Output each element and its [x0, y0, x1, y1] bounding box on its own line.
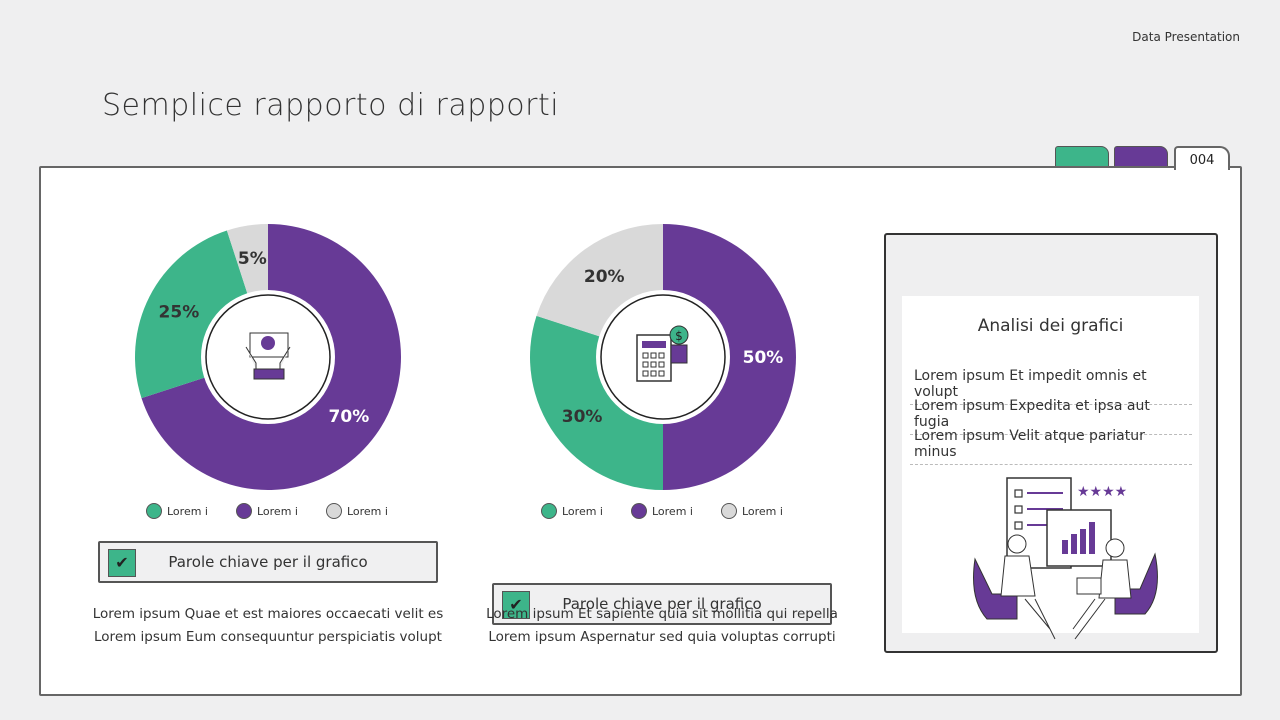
legend-swatch [146, 503, 162, 519]
description-line: Lorem ipsum Et sapiente quia sit molliti… [486, 606, 838, 622]
slice-label: 5% [238, 249, 267, 269]
calculator-coins-icon: $ [636, 325, 689, 382]
panel-item: Lorem ipsum Velit atque pariatur minus [910, 422, 1192, 465]
legend-label: Lorem i [651, 504, 693, 518]
checkmark-icon: ✔ [502, 591, 530, 619]
legend-label: Lorem i [256, 504, 298, 518]
tab-green[interactable] [1055, 146, 1109, 168]
description-1: Lorem ipsum Quae et est maiores occaecat… [78, 603, 458, 649]
legend-swatch [325, 503, 342, 519]
slice-label: 20% [584, 267, 625, 287]
svg-text:$: $ [675, 329, 683, 343]
slice-label: 70% [329, 407, 370, 427]
panel-title: Analisi dei grafici [977, 316, 1124, 336]
tab-page-number[interactable]: 004 [1174, 146, 1230, 170]
keyword-box-2: ✔ Parole chiave per il grafico [492, 583, 832, 625]
legend-item: Lorem i [235, 503, 298, 519]
keyword-label: Parole chiave per il grafico [562, 595, 762, 613]
checkmark-icon: ✔ [108, 549, 136, 577]
legend-swatch [541, 503, 557, 519]
donut-ring [600, 294, 726, 420]
panel-item: Lorem ipsum Expedita et ipsa aut fugia [910, 392, 1192, 435]
legend-item: Lorem i [630, 503, 693, 519]
money-hands-icon [245, 332, 291, 380]
donut-ring [205, 294, 331, 420]
slice-label: 50% [743, 348, 784, 368]
legend-1: Lorem i Lorem i Lorem i [146, 503, 388, 519]
legend-swatch [630, 503, 647, 519]
legend-swatch [720, 503, 737, 519]
legend-label: Lorem i [741, 504, 783, 518]
slice-label: 30% [562, 407, 603, 427]
description-line: Lorem ipsum Quae et est maiores occaecat… [92, 606, 444, 622]
brand-label: Data Presentation [1132, 30, 1240, 44]
description-2: Lorem ipsum Et sapiente quia sit molliti… [472, 603, 852, 649]
svg-text:★★★★: ★★★★ [1077, 484, 1127, 500]
legend-2: Lorem i Lorem i Lorem i [541, 503, 783, 519]
description-line: Lorem ipsum Eum consequuntur perspiciati… [94, 629, 442, 645]
meeting-illustration: ★★★★ [973, 477, 1158, 640]
legend-item: Lorem i [146, 503, 208, 519]
legend-item: Lorem i [720, 503, 783, 519]
donut-chart-2: 50% 30% 20% $ [530, 224, 796, 490]
legend-item: Lorem i [541, 503, 603, 519]
panel-item: Lorem ipsum Et impedit omnis et volupt [910, 362, 1192, 405]
legend-swatch [235, 503, 252, 519]
slice-label: 25% [159, 303, 200, 323]
page-title: Semplice rapporto di rapporti [102, 88, 560, 123]
tab-purple[interactable] [1114, 146, 1168, 168]
legend-label: Lorem i [167, 504, 208, 518]
legend-label: Lorem i [562, 504, 603, 518]
keyword-box-1: ✔ Parole chiave per il grafico [98, 541, 438, 583]
donut-chart-1: 70% 25% 5% [135, 224, 401, 490]
legend-label: Lorem i [346, 504, 388, 518]
legend-item: Lorem i [325, 503, 388, 519]
keyword-label: Parole chiave per il grafico [168, 553, 368, 571]
description-line: Lorem ipsum Aspernatur sed quia voluptas… [488, 629, 836, 645]
